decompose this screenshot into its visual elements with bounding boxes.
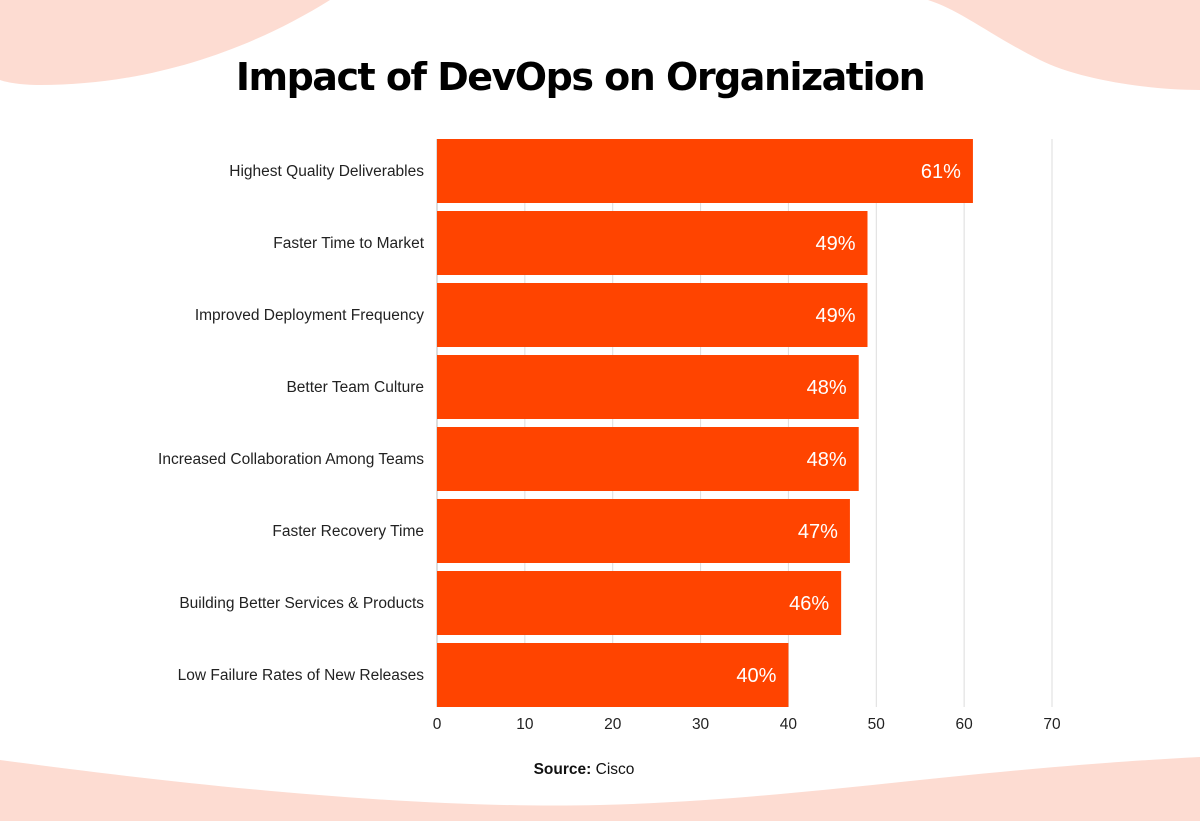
bar — [437, 643, 789, 707]
x-tick-label: 50 — [868, 716, 886, 733]
category-label: Faster Recovery Time — [272, 523, 424, 540]
value-label: 47% — [798, 521, 838, 543]
category-label: Building Better Services & Products — [179, 595, 424, 612]
category-label: Low Failure Rates of New Releases — [178, 667, 425, 684]
category-label: Faster Time to Market — [273, 235, 424, 252]
x-tick-label: 0 — [433, 716, 442, 733]
chart-title: Impact of DevOps on Organization — [236, 55, 924, 99]
bar — [437, 283, 868, 347]
x-tick-label: 40 — [780, 716, 798, 733]
value-label: 40% — [736, 665, 776, 687]
x-axis: 0 10 20 30 40 50 60 70 — [433, 716, 1061, 733]
x-tick-label: 20 — [604, 716, 622, 733]
category-label: Increased Collaboration Among Teams — [158, 451, 424, 468]
x-tick-label: 30 — [692, 716, 710, 733]
bg-shape-top-right — [928, 0, 1200, 90]
bg-shape-top-left — [0, 0, 330, 85]
bar — [437, 139, 973, 203]
value-label: 49% — [815, 233, 855, 255]
value-label: 61% — [921, 161, 961, 183]
x-tick-label: 70 — [1043, 716, 1061, 733]
value-label: 48% — [807, 377, 847, 399]
bar — [437, 355, 859, 419]
category-label: Highest Quality Deliverables — [229, 163, 424, 180]
source-note: Source: Cisco — [534, 761, 635, 778]
source-label: Source: — [534, 761, 592, 778]
value-label: 46% — [789, 593, 829, 615]
value-label: 48% — [807, 449, 847, 471]
bars: Highest Quality Deliverables 61% Faster Ti… — [158, 139, 973, 707]
bg-shape-bottom — [0, 757, 1200, 821]
category-label: Improved Deployment Frequency — [195, 307, 424, 324]
x-tick-label: 60 — [956, 716, 974, 733]
bar — [437, 499, 850, 563]
bar — [437, 211, 868, 275]
bar — [437, 571, 842, 635]
x-tick-label: 10 — [516, 716, 534, 733]
source-value: Cisco — [596, 761, 635, 778]
category-label: Better Team Culture — [286, 379, 424, 396]
value-label: 49% — [815, 305, 855, 327]
bar — [437, 427, 859, 491]
